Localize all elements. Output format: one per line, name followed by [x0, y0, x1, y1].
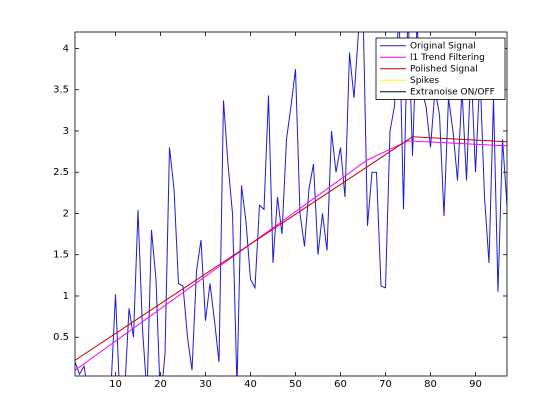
- y-tick-label: 1: [63, 291, 69, 302]
- legend-label: Spikes: [410, 76, 439, 86]
- y-tick-label: 3: [63, 126, 69, 137]
- y-tick-label: 4: [63, 43, 69, 54]
- legend-label: Original Signal: [410, 41, 476, 51]
- x-tick-label: 80: [424, 379, 437, 390]
- legend-label: l1 Trend Filtering: [410, 53, 485, 63]
- axes: 10 20 30 40 50 60 70 80 90 0.5 1 1.5 2 2.5 3 3.5 4: [53, 32, 507, 390]
- x-tick-label: 50: [289, 379, 302, 390]
- y-tick-label: 0.5: [53, 332, 69, 343]
- legend: Original Signal l1 Trend FilteringPolishe…: [375, 37, 506, 100]
- legend-label: Polished Signal: [410, 64, 478, 74]
- x-tick-label: 40: [244, 379, 257, 390]
- series-line: [75, 140, 507, 371]
- y-tick-label: 2: [63, 208, 69, 219]
- x-tick-label: 90: [469, 379, 482, 390]
- y-tick-label: 2.5: [53, 167, 69, 178]
- x-tick-label: 30: [199, 379, 212, 390]
- y-tick-label: 3.5: [53, 85, 69, 96]
- axes-box: [74, 31, 508, 377]
- legend-label: Extranoise ON/OFF: [410, 87, 495, 97]
- x-tick-label: 70: [379, 379, 392, 390]
- x-tick-label: 60: [334, 379, 347, 390]
- x-tick-label: 20: [154, 379, 167, 390]
- y-tick-label: 1.5: [53, 250, 69, 261]
- x-tick-label: 10: [109, 379, 122, 390]
- series-line: [75, 136, 507, 361]
